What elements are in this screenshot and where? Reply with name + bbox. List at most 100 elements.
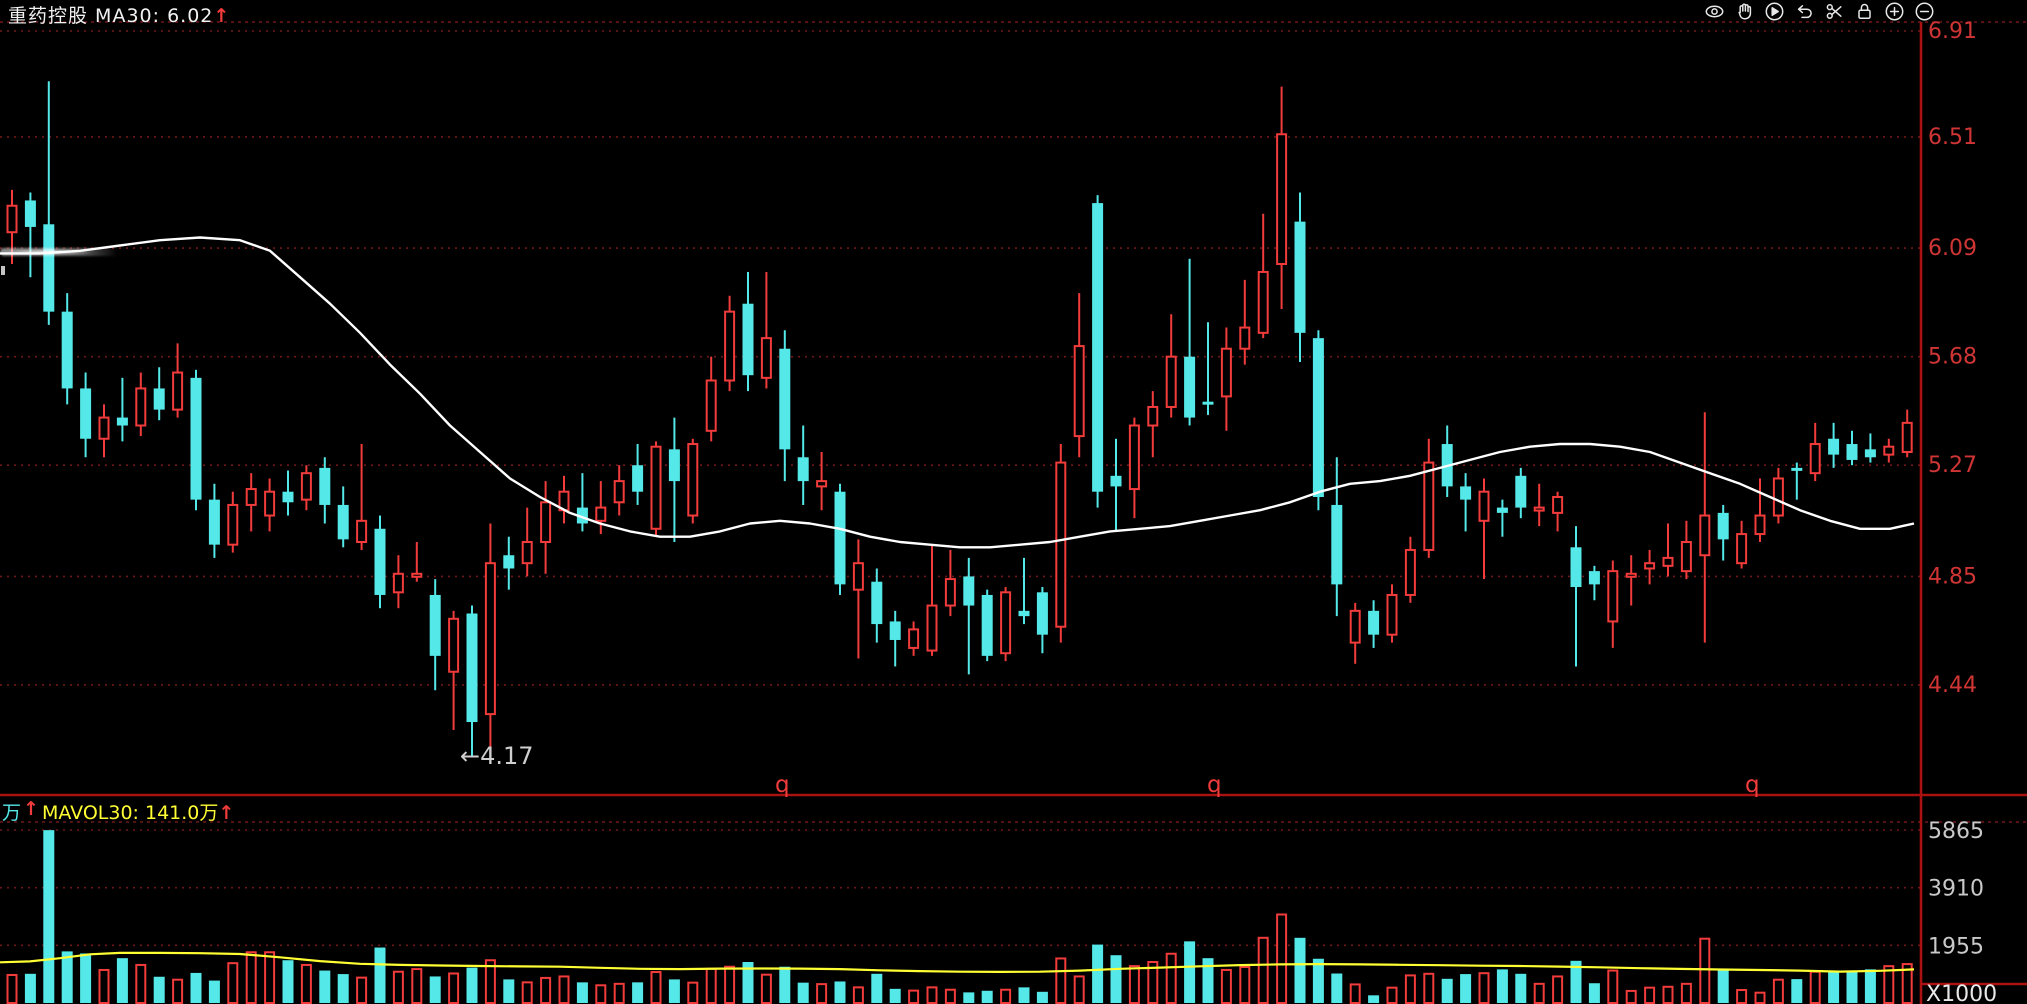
volume-bar [1312,958,1324,1003]
volume-bar [1496,969,1508,1003]
candle-body [1165,355,1177,408]
lock-icon[interactable] [1854,1,1875,22]
candle-body [1147,405,1159,427]
mavol30-label: MAVOL30: 141.0万↑ [42,798,234,825]
hand-icon[interactable] [1734,1,1755,22]
volume-bar [411,968,423,1004]
volume-bar [1331,973,1343,1003]
candle-body [540,501,552,544]
low-annotation: ←4.17 [460,742,534,770]
candle-body [1423,461,1435,551]
volume-bar [1349,983,1361,1004]
volume-bar [576,982,588,1003]
candle-body [1368,610,1380,635]
volume-bar [1092,944,1104,1003]
volume-bar [1000,988,1012,1004]
candle-body [1184,356,1196,418]
candle-body [908,628,920,649]
candle-body [632,465,644,492]
candle-body [779,348,791,450]
volume-bar [1736,989,1748,1004]
volume-bar [871,973,883,1003]
candle-body [1552,495,1564,514]
mavol30-value: MAVOL30: 141.0万 [42,802,219,824]
volume-bar [98,968,110,1004]
candle-body [6,204,18,234]
volume-unit-label: X1000 [1926,982,1997,1004]
volume-bar [1202,958,1214,1003]
ma30-value: MA30: 6.02 [88,5,214,27]
price-axis-label: 6.09 [1928,236,1977,261]
volume-bar [356,976,368,1004]
volume-bar [760,973,772,1004]
undo-icon[interactable] [1794,1,1815,22]
candle-body [1276,133,1288,265]
volume-bar [319,970,331,1003]
volume-bar [1147,960,1159,1004]
candle-body [80,388,92,439]
volume-bar [1294,937,1306,1003]
candle-body [1662,556,1674,567]
volume-bar [1901,963,1913,1004]
candle-body [484,562,496,716]
candle-body [245,488,257,506]
volume-bar [816,983,828,1004]
candle-body [1386,593,1398,636]
volume-bar [908,989,920,1004]
zoom-out-icon[interactable] [1914,1,1935,22]
candle-body [466,613,478,723]
volume-bar [1570,960,1582,1003]
volume-bar [1588,983,1600,1003]
candle-body [963,576,975,606]
candle-body [576,507,588,524]
volume-bar [172,978,184,1004]
candle-body [1809,443,1821,475]
volume-bar [889,988,901,1003]
volume-bar [448,972,460,1004]
price-axis-label: 6.91 [1928,19,1977,44]
scissors-icon[interactable] [1824,1,1845,22]
volume-bar [1809,970,1821,1004]
volume-bar [521,981,533,1004]
volume-bar [466,967,478,1003]
eye-icon[interactable] [1704,1,1725,22]
volume-bar [264,951,276,1004]
candle-body [1791,467,1803,471]
candle-body [1092,203,1104,492]
candle-body [613,480,625,504]
candle-body [724,310,736,382]
candle-body [61,311,73,389]
volume-bar [1864,969,1876,1003]
candle-body [1901,421,1913,453]
volume-bar [503,979,515,1003]
volume-bar [1552,975,1564,1004]
volume-bar [190,972,202,1003]
volume-bar [1625,989,1637,1004]
ma30-up-arrow: ↑ [213,5,231,27]
candle-body [1073,345,1085,438]
volume-bar [687,981,699,1004]
volume-bar [1404,974,1416,1004]
volume-bar [926,986,938,1004]
candle-body [1128,424,1140,491]
zoom-in-icon[interactable] [1884,1,1905,22]
candle-body [1570,547,1582,588]
volume-bar [1754,991,1766,1004]
volume-bar [1110,955,1122,1003]
volume-bar [1662,985,1674,1004]
volume-bar [80,953,92,1003]
candle-body [871,581,883,625]
candle-body [834,491,846,585]
volume-bar [208,980,220,1003]
candle-body [1533,506,1545,512]
candle-body [264,490,276,517]
volume-bar [61,951,73,1003]
candle-body [1294,221,1306,333]
candle-body [319,467,331,505]
volume-up-arrow: ↑ [23,798,39,820]
play-icon[interactable] [1764,1,1785,22]
cursor-tick [1,266,5,275]
volume-bar [650,971,662,1004]
